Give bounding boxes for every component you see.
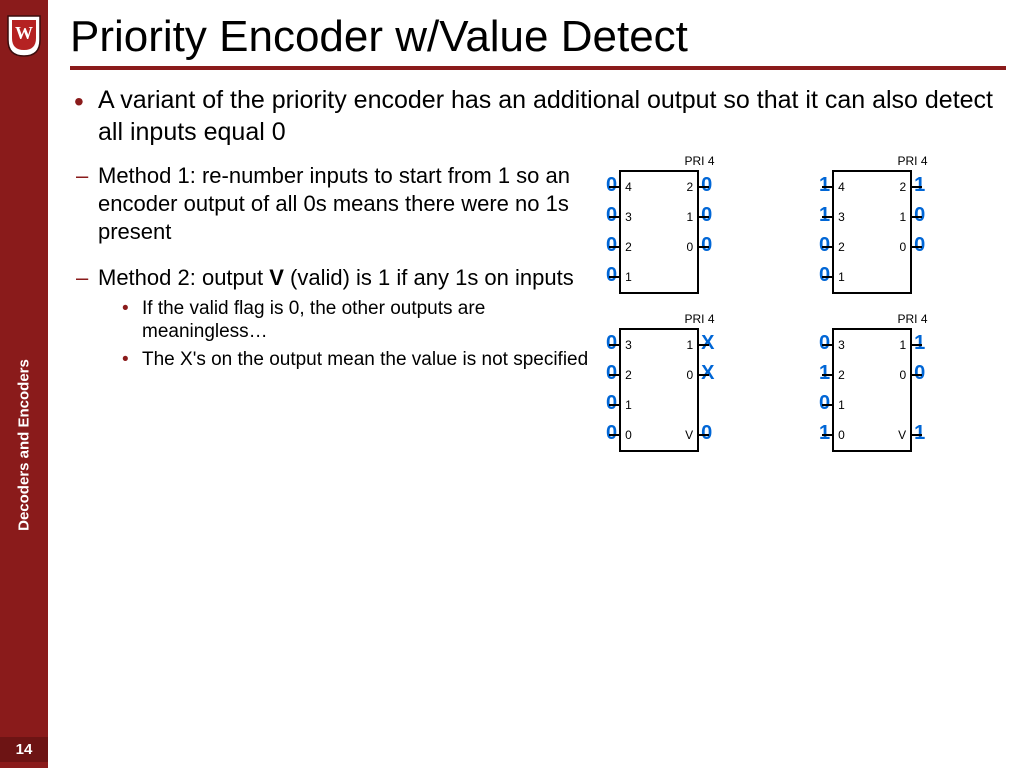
chip: PRI 400004231201000: [606, 170, 793, 294]
sidebar-label: Decoders and Encoders: [16, 360, 33, 532]
pin-label: V: [898, 428, 906, 442]
page-number: 14: [0, 737, 48, 762]
input-signals: 0101: [819, 328, 832, 448]
pin-label: 4: [625, 180, 632, 194]
signal-value: 0: [701, 200, 712, 230]
output-signals: XX 0: [699, 328, 714, 448]
method2-sub1: If the valid flag is 0, the other output…: [122, 297, 598, 345]
chip-body: 3 1 2 0 1 0 V: [619, 328, 699, 452]
signal-value: 0: [914, 230, 925, 260]
pin-label: 3: [838, 338, 845, 352]
pin-label: 2: [625, 368, 632, 382]
signal-value: 1: [914, 170, 925, 200]
signal-value: 0: [701, 418, 712, 448]
input-signals: 0000: [606, 328, 619, 448]
pin-label: 0: [838, 428, 845, 442]
chip-diagrams: PRI 400004231201000PRI 411004231201100PR…: [606, 162, 1006, 452]
pin-label: 2: [686, 180, 693, 194]
input-signals: 1100: [819, 170, 832, 290]
signal-value: 1: [819, 170, 830, 200]
output-signals: 101: [912, 328, 925, 448]
method2-sub2: The X's on the output mean the value is …: [122, 348, 598, 372]
chip: PRI 411004231201100: [819, 170, 1006, 294]
signal-value: 1: [819, 418, 830, 448]
pin-label: 3: [625, 210, 632, 224]
signal-value: 1: [819, 358, 830, 388]
signal-value: 1: [914, 328, 925, 358]
signal-value: 0: [606, 260, 617, 290]
chip-body: 4 2 3 1 2 0 1: [832, 170, 912, 294]
pin-label: 1: [899, 338, 906, 352]
signal-value: 0: [819, 328, 830, 358]
pin-label: 4: [838, 180, 845, 194]
signal-value: 0: [606, 358, 617, 388]
chip-title: PRI 4: [606, 312, 793, 326]
pin-label: 1: [625, 398, 632, 412]
method2-bullet: Method 2: output V (valid) is 1 if any 1…: [76, 264, 598, 371]
pin-label: 0: [686, 368, 693, 382]
signal-value: 1: [819, 200, 830, 230]
pin-label: 2: [899, 180, 906, 194]
chip: PRI 40000312010VXX0: [606, 328, 793, 452]
method1-bullet: Method 1: re-number inputs to start from…: [76, 162, 598, 246]
input-signals: 0000: [606, 170, 619, 290]
chip-title: PRI 4: [819, 154, 1006, 168]
pin-label: 2: [625, 240, 632, 254]
svg-text:W: W: [15, 23, 33, 43]
pin-label: V: [685, 428, 693, 442]
signal-value: 0: [914, 200, 925, 230]
signal-value: 1: [914, 418, 925, 448]
pin-label: 1: [838, 398, 845, 412]
pin-label: 0: [625, 428, 632, 442]
signal-value: 0: [914, 358, 925, 388]
pin-label: 0: [686, 240, 693, 254]
sidebar: W Decoders and Encoders 14: [0, 0, 48, 768]
chip: PRI 40101312010V101: [819, 328, 1006, 452]
signal-value: 0: [606, 418, 617, 448]
pin-label: 2: [838, 240, 845, 254]
pin-label: 0: [899, 368, 906, 382]
pin-label: 2: [838, 368, 845, 382]
signal-value: X: [701, 328, 714, 358]
main-bullet: A variant of the priority encoder has an…: [74, 84, 1006, 148]
pin-label: 3: [625, 338, 632, 352]
signal-value: 0: [606, 230, 617, 260]
signal-value: 0: [606, 170, 617, 200]
chip-title: PRI 4: [819, 312, 1006, 326]
signal-value: 0: [819, 230, 830, 260]
pin-label: 1: [625, 270, 632, 284]
crest-icon: W: [6, 14, 42, 58]
pin-label: 1: [838, 270, 845, 284]
signal-value: 0: [701, 230, 712, 260]
chip-body: 3 1 2 0 1 0 V: [832, 328, 912, 452]
signal-value: 0: [606, 200, 617, 230]
pin-label: 1: [686, 338, 693, 352]
signal-value: 0: [606, 388, 617, 418]
page-title: Priority Encoder w/Value Detect: [70, 12, 1006, 70]
signal-value: 0: [701, 170, 712, 200]
slide-content: Priority Encoder w/Value Detect A varian…: [48, 0, 1024, 768]
chip-title: PRI 4: [606, 154, 793, 168]
pin-label: 1: [686, 210, 693, 224]
pin-label: 1: [899, 210, 906, 224]
signal-value: 0: [606, 328, 617, 358]
pin-label: 0: [899, 240, 906, 254]
signal-value: X: [701, 358, 714, 388]
chip-body: 4 2 3 1 2 0 1: [619, 170, 699, 294]
signal-value: 0: [819, 260, 830, 290]
pin-label: 3: [838, 210, 845, 224]
signal-value: 0: [819, 388, 830, 418]
